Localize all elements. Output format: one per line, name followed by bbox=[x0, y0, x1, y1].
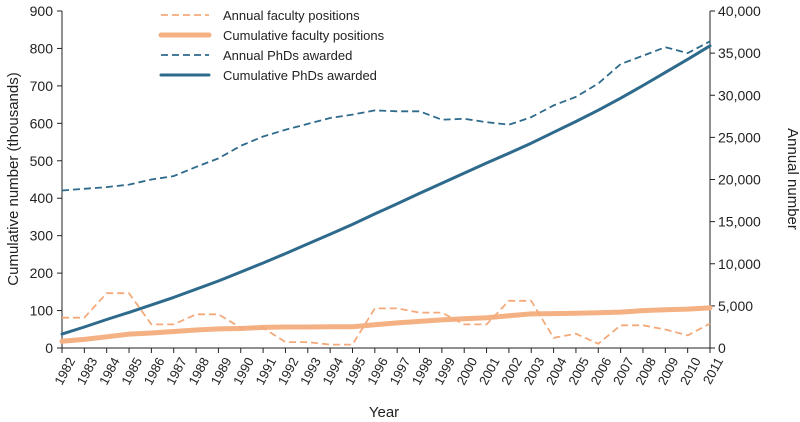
x-tick-label: 2007 bbox=[610, 355, 637, 388]
x-tick-label: 1995 bbox=[342, 355, 369, 388]
y-left-tick-label: 700 bbox=[30, 78, 54, 94]
x-tick-label: 1994 bbox=[319, 355, 346, 388]
y-right-tick-label: 30,000 bbox=[718, 87, 761, 103]
x-axis-label: Year bbox=[369, 404, 399, 421]
x-tick-label: 1990 bbox=[230, 355, 257, 388]
x-tick-label: 1999 bbox=[431, 355, 458, 388]
x-tick-label: 2010 bbox=[677, 355, 704, 388]
x-tick-label: 2001 bbox=[476, 355, 503, 388]
x-tick-label: 2004 bbox=[543, 355, 570, 388]
y-right-tick-label: 20,000 bbox=[718, 172, 761, 188]
x-tick-label: 1982 bbox=[51, 355, 78, 388]
y-right-tick-label: 40,000 bbox=[718, 3, 761, 19]
x-tick-label: 1996 bbox=[364, 355, 391, 388]
x-tick-label: 1984 bbox=[96, 355, 123, 388]
x-tick-label: 2002 bbox=[498, 355, 525, 388]
series-line-cumulative-faculty-positions bbox=[59, 305, 713, 344]
y-left-tick-label: 100 bbox=[30, 303, 54, 319]
y-left-tick-label: 500 bbox=[30, 153, 54, 169]
x-tick-label: 1992 bbox=[275, 355, 302, 388]
legend-label: Annual faculty positions bbox=[223, 8, 360, 23]
x-tick-label: 1998 bbox=[409, 355, 436, 388]
x-tick-label: 1991 bbox=[252, 355, 279, 388]
x-tick-label: 2005 bbox=[565, 355, 592, 388]
y-axis-right-label: Annual number bbox=[784, 128, 800, 230]
x-tick-label: 1993 bbox=[297, 355, 324, 388]
x-tick-label: 1986 bbox=[141, 355, 168, 388]
series-line-annual-faculty-positions bbox=[62, 292, 711, 346]
series-layer bbox=[59, 40, 713, 346]
x-tick-label: 2006 bbox=[588, 355, 615, 388]
legend: Annual faculty positions Cumulative facul… bbox=[158, 8, 385, 83]
x-tick-label: 2009 bbox=[655, 355, 682, 388]
y-axis-left-label: Cumulative number (thousands) bbox=[5, 72, 22, 285]
y-left-tick-label: 600 bbox=[30, 115, 54, 131]
x-tick-label: 1983 bbox=[74, 355, 101, 388]
legend-label: Annual PhDs awarded bbox=[223, 48, 352, 63]
series-line-cumulative-phds-awarded bbox=[60, 44, 712, 336]
x-tick-label: 1985 bbox=[118, 355, 145, 388]
x-tick-label: 2008 bbox=[632, 355, 659, 388]
legend-label: Cumulative faculty positions bbox=[223, 28, 385, 43]
y-right-tick-label: 10,000 bbox=[718, 256, 761, 272]
series-line-annual-phds-awarded bbox=[61, 40, 711, 192]
x-tick-label: 2011 bbox=[700, 355, 726, 387]
x-tick-label: 2003 bbox=[521, 355, 548, 388]
y-left-tick-label: 800 bbox=[30, 40, 54, 56]
x-tick-label: 1997 bbox=[386, 355, 413, 388]
y-right-tick-label: 5,000 bbox=[718, 298, 753, 314]
y-left-tick-label: 200 bbox=[30, 265, 54, 281]
y-right-tick-label: 15,000 bbox=[718, 214, 761, 230]
y-left-tick-label: 300 bbox=[30, 228, 54, 244]
y-right-tick-label: 25,000 bbox=[718, 129, 761, 145]
x-tick-label: 2000 bbox=[454, 355, 481, 388]
x-tick-label: 1988 bbox=[185, 355, 212, 388]
x-tick-label: 1987 bbox=[163, 355, 190, 388]
x-tick-label: 1989 bbox=[208, 355, 235, 388]
legend-label: Cumulative PhDs awarded bbox=[223, 68, 377, 83]
y-left-tick-label: 900 bbox=[30, 3, 54, 19]
y-right-tick-label: 0 bbox=[718, 340, 726, 356]
y-right-tick-label: 35,000 bbox=[718, 45, 761, 61]
y-left-tick-label: 400 bbox=[30, 190, 54, 206]
y-left-tick-label: 0 bbox=[45, 340, 53, 356]
axes: 0 100 200 300 400 500 600 700 800 900 0 5,000 10,000… bbox=[30, 3, 761, 387]
